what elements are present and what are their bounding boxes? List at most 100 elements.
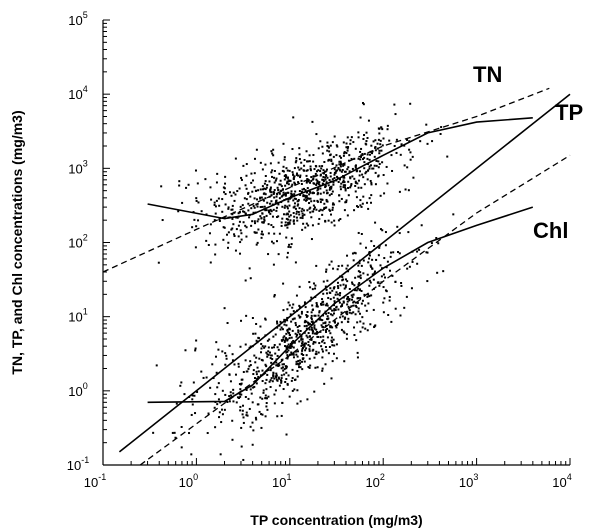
scatter-point-chl (314, 332, 317, 335)
scatter-point-chl (267, 369, 270, 372)
scatter-point-chl (377, 254, 380, 257)
scatter-point-chl (255, 370, 258, 373)
scatter-point-tn (270, 150, 273, 153)
scatter-point-tn (309, 211, 312, 214)
scatter-point-tn (215, 199, 218, 202)
scatter-point-tn (336, 176, 339, 179)
scatter-point-tn (228, 191, 231, 194)
scatter-point-tn (350, 183, 353, 186)
scatter-point-tn (357, 186, 360, 189)
scatter-point-tn (328, 208, 331, 211)
scatter-point-chl (292, 339, 295, 342)
scatter-point-tn (378, 152, 381, 155)
scatter-point-tn (160, 185, 163, 188)
scatter-point-tn (260, 233, 263, 236)
scatter-point-tn (321, 165, 324, 168)
scatter-point-tn (256, 205, 259, 208)
scatter-point-tn (333, 224, 336, 227)
scatter-point-chl (292, 353, 295, 356)
scatter-point-tn (241, 210, 244, 213)
scatter-point-tn (208, 232, 211, 235)
scatter-point-tn (299, 193, 302, 196)
scatter-point-chl (350, 294, 353, 297)
scatter-point-tn (309, 197, 312, 200)
scatter-point-chl (357, 275, 360, 278)
scatter-point-chl (344, 286, 347, 289)
scatter-point-chl (269, 357, 272, 360)
scatter-point-tn (244, 279, 247, 282)
scatter-point-chl (292, 352, 295, 355)
scatter-point-tn (314, 164, 317, 167)
scatter-point-tn (276, 216, 279, 219)
scatter-point-tn (403, 144, 406, 147)
scatter-point-tn (291, 193, 294, 196)
scatter-point-tn (329, 175, 332, 178)
scatter-point-chl (265, 365, 268, 368)
scatter-point-tn (378, 132, 381, 135)
scatter-point-chl (357, 264, 360, 267)
scatter-point-tn (348, 170, 351, 173)
scatter-point-tn (292, 220, 295, 223)
scatter-point-tn (368, 165, 371, 168)
scatter-point-tn (311, 120, 314, 123)
scatter-point-chl (305, 347, 308, 350)
scatter-point-tn (272, 226, 275, 229)
scatter-point-tn (404, 188, 407, 191)
scatter-point-tn (257, 189, 260, 192)
scatter-point-chl (384, 231, 387, 234)
scatter-point-chl (296, 369, 299, 372)
scatter-point-chl (276, 354, 279, 357)
lines-layer (102, 87, 571, 466)
scatter-point-chl (420, 224, 423, 227)
scatter-point-chl (248, 407, 251, 410)
scatter-point-tn (310, 200, 313, 203)
scatter-point-tn (342, 186, 345, 189)
scatter-point-tn (261, 212, 264, 215)
scatter-point-chl (280, 326, 283, 329)
scatter-point-tn (292, 212, 295, 215)
scatter-point-tn (328, 150, 331, 153)
scatter-point-tn (245, 235, 248, 238)
scatter-point-chl (286, 382, 289, 385)
scatter-point-chl (343, 360, 346, 363)
scatter-point-chl (305, 315, 308, 318)
scatter-point-chl (353, 300, 356, 303)
scatter-point-tn (282, 193, 285, 196)
scatter-point-chl (350, 298, 353, 301)
scatter-point-chl (360, 302, 363, 305)
scatter-point-tn (261, 188, 264, 191)
scatter-point-chl (312, 348, 315, 351)
scatter-point-tn (399, 153, 402, 156)
scatter-point-tn (357, 157, 360, 160)
scatter-point-chl (394, 307, 397, 310)
scatter-point-tn (288, 179, 291, 182)
scatter-point-chl (249, 425, 252, 428)
scatter-point-tn (287, 183, 290, 186)
scatter-point-chl (325, 302, 328, 305)
scatter-point-tn (272, 242, 275, 245)
scatter-point-chl (348, 298, 351, 301)
scatter-point-tn (290, 190, 293, 193)
scatter-point-chl (245, 411, 248, 414)
scatter-point-chl (306, 398, 309, 401)
scatter-point-tn (375, 164, 378, 167)
scatter-point-chl (293, 378, 296, 381)
scatter-point-chl (285, 337, 288, 340)
scatter-point-tn (319, 208, 322, 211)
scatter-point-chl (367, 293, 370, 296)
scatter-point-tn (244, 212, 247, 215)
scatter-point-tn (368, 167, 371, 170)
scatter-point-tn (277, 189, 280, 192)
scatter-point-tn (236, 190, 239, 193)
scatter-point-chl (224, 393, 227, 396)
scatter-point-chl (249, 364, 252, 367)
scatter-point-tn (223, 191, 226, 194)
scatter-point-chl (296, 326, 299, 329)
scatter-point-tn (376, 142, 379, 145)
scatter-point-chl (386, 260, 389, 263)
scatter-point-chl (331, 360, 334, 363)
scatter-point-chl (252, 386, 255, 389)
scatter-point-tn (323, 202, 326, 205)
scatter-point-tn (345, 146, 348, 149)
scatter-point-tn (332, 202, 335, 205)
